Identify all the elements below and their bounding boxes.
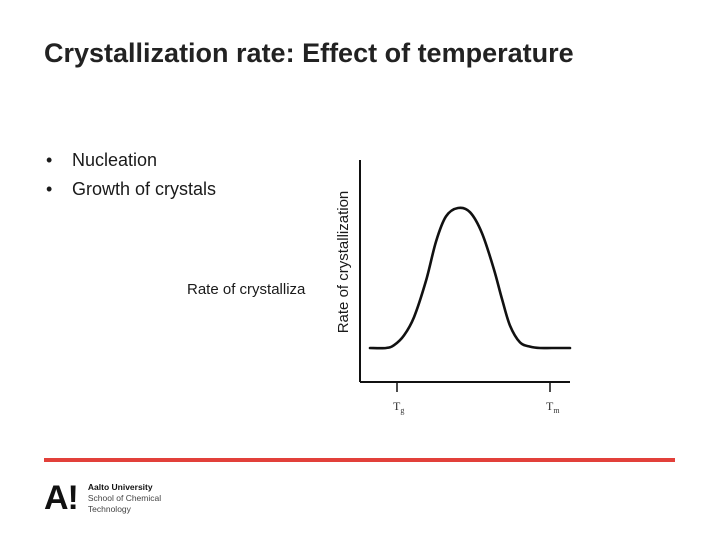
crystallization-rate-chart: Rate of crystallization Tg Tm: [320, 140, 580, 430]
x-tick-label: Tg: [393, 399, 404, 415]
logo-text: Aalto University School of Chemical Tech…: [88, 482, 161, 515]
footer-rule: [44, 458, 675, 462]
bullet-item: • Nucleation: [46, 146, 216, 175]
x-tick-subscript: m: [553, 406, 560, 415]
bullet-list: • Nucleation • Growth of crystals: [46, 146, 216, 204]
school-line-1: School of Chemical: [87, 492, 162, 503]
school-line-2: Technology: [87, 503, 131, 514]
slide-title: Crystallization rate: Effect of temperat…: [44, 38, 574, 68]
rate-curve: [368, 206, 572, 350]
x-tick-subscript: g: [400, 406, 404, 415]
overflow-label: Rate of crystalliza: [187, 281, 306, 298]
bullet-text: Growth of crystals: [72, 179, 217, 199]
bullet-text: Nucleation: [72, 150, 158, 170]
logo-mark: A!: [44, 479, 79, 517]
bullet-item: • Growth of crystals: [46, 175, 216, 204]
university-name: Aalto University: [87, 481, 153, 492]
aalto-logo: A! Aalto University School of Chemical T…: [44, 481, 161, 515]
y-axis-label: Rate of crystallization: [335, 191, 352, 334]
